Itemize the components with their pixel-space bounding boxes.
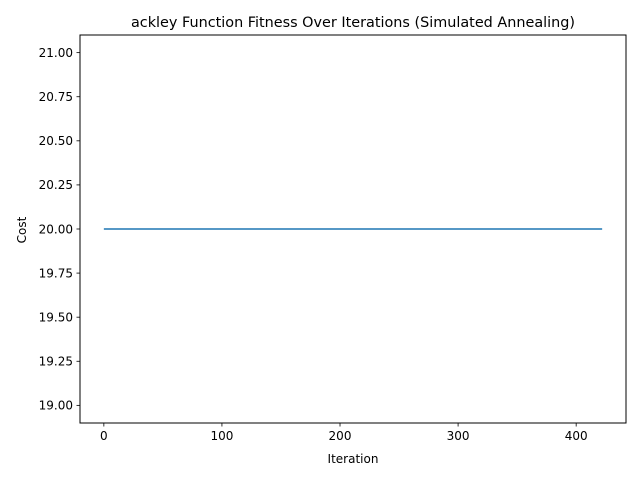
y-tick-label: 20.25 xyxy=(39,178,73,192)
y-tick-label: 20.50 xyxy=(39,134,73,148)
y-tick-label: 20.00 xyxy=(39,222,73,236)
x-tick-label: 200 xyxy=(329,429,352,443)
x-tick-label: 400 xyxy=(565,429,588,443)
y-tick-label: 20.75 xyxy=(39,90,73,104)
y-tick-label: 19.75 xyxy=(39,266,73,280)
y-axis-label: Cost xyxy=(15,216,29,243)
y-axis-ticks: 19.00 19.25 19.50 19.75 20.00 20.25 20.50 20.75… xyxy=(39,46,80,413)
y-tick-label: 19.50 xyxy=(39,310,73,324)
plot-frame xyxy=(79,34,627,424)
x-tick-label: 100 xyxy=(210,429,233,443)
x-axis-ticks: 0 100 200 300 400 xyxy=(100,423,588,443)
x-tick-label: 0 xyxy=(100,429,108,443)
y-tick-label: 19.00 xyxy=(39,399,73,413)
y-tick-label: 21.00 xyxy=(39,46,73,60)
x-axis-label: Iteration xyxy=(328,452,379,466)
chart-title: ackley Function Fitness Over Iterations … xyxy=(131,15,575,31)
y-tick-label: 19.25 xyxy=(39,355,73,369)
x-tick-label: 300 xyxy=(447,429,470,443)
